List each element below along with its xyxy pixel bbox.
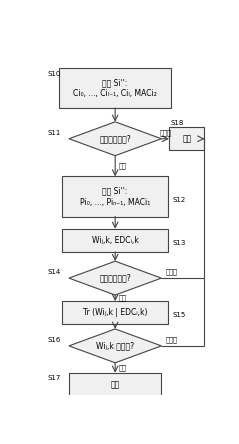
Text: Wiⱼ,k, EDCᵢ,k: Wiⱼ,k, EDCᵢ,k: [92, 236, 139, 245]
Text: S15: S15: [172, 312, 185, 318]
Polygon shape: [69, 261, 161, 295]
Text: 可以: 可以: [119, 163, 127, 170]
Text: S16: S16: [47, 337, 61, 343]
Text: 完整性可以吗?: 完整性可以吗?: [99, 274, 131, 283]
Text: 不可以: 不可以: [159, 129, 171, 136]
Text: S11: S11: [47, 130, 61, 135]
Text: 可以: 可以: [119, 365, 127, 371]
Text: 解密 Si'':
Pi₀, ..., Piₙ₋₁, MACi₁: 解密 Si'': Pi₀, ..., Piₙ₋₁, MACi₁: [80, 186, 150, 206]
Text: 可以: 可以: [119, 295, 127, 301]
Text: S12: S12: [172, 197, 185, 203]
Text: S14: S14: [47, 269, 61, 275]
Text: S10: S10: [47, 71, 61, 77]
FancyBboxPatch shape: [62, 229, 168, 252]
Text: 不可以: 不可以: [165, 269, 177, 275]
FancyBboxPatch shape: [62, 301, 168, 324]
Text: 不可以: 不可以: [165, 336, 177, 343]
Text: 错误: 错误: [182, 134, 191, 143]
Text: 加载 Si'':
Ci₀, ..., Ciₗ₋₁, Ciₗ, MACi₂: 加载 Si'': Ci₀, ..., Ciₗ₋₁, Ciₗ, MACi₂: [73, 78, 157, 98]
Polygon shape: [69, 122, 161, 156]
FancyBboxPatch shape: [59, 68, 171, 108]
Polygon shape: [69, 329, 161, 363]
Text: S18: S18: [171, 119, 184, 126]
Text: Wiⱼ,k 可以吗?: Wiⱼ,k 可以吗?: [96, 341, 134, 350]
Text: 完整性可以吗?: 完整性可以吗?: [99, 134, 131, 143]
Text: S13: S13: [172, 240, 185, 246]
Text: 处理: 处理: [111, 380, 120, 389]
Text: Tr (Wiⱼ,k | EDCᵢ,k): Tr (Wiⱼ,k | EDCᵢ,k): [83, 308, 147, 317]
Text: S17: S17: [47, 375, 61, 381]
FancyBboxPatch shape: [62, 176, 168, 217]
FancyBboxPatch shape: [169, 127, 205, 151]
FancyBboxPatch shape: [69, 373, 161, 396]
